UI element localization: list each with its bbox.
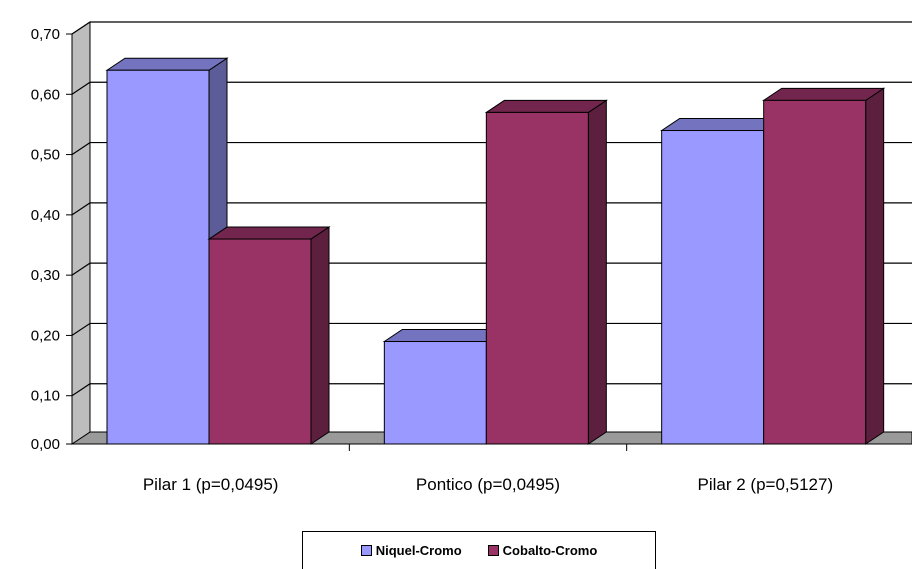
legend-swatch-niquel-cromo [360,545,372,556]
gridline [71,383,912,397]
bar-top [105,57,229,71]
bar-front [661,130,765,445]
bar-niquel-cromo-3 [660,117,784,445]
y-tick-label: 0,70 [31,26,60,43]
x-tick-label: Pilar 1 (p=0,0495) [143,475,279,494]
legend-label-cobalto-cromo: Cobalto-Cromo [502,543,598,558]
bar-chart: 0,00 0,10 0,20 0,30 0,40 0,50 0,60 0,70 Pilar 1… [31,21,912,494]
bars [105,57,886,445]
bar-front [208,238,312,445]
bar-cobalto-cromo-1 [207,226,331,445]
y-tick-label: 0,20 [31,327,60,344]
y-axis: 0,00 0,10 0,20 0,30 0,40 0,50 0,60 0,70 [31,26,73,453]
bar-front [383,341,487,445]
gridline [71,202,912,216]
x-axis: Pilar 1 (p=0,0495) Pontico (p=0,0495) Pila… [72,443,912,494]
legend-item-cobalto-cromo: Cobalto-Cromo [487,543,598,558]
bar-top [484,99,608,113]
gridline [71,81,912,95]
bar-cobalto-cromo-3 [762,87,886,445]
gridline [71,322,912,336]
bar-side [587,99,607,445]
bar-top [207,226,331,240]
bar-side [310,226,330,445]
bar-cobalto-cromo-2 [484,99,608,445]
y-tick-label: 0,30 [31,267,60,284]
chart-side-wall [71,21,91,445]
bar-side [865,87,885,445]
gridlines [71,21,912,397]
bar-front [106,69,210,445]
legend-item-niquel-cromo: Niquel-Cromo [360,543,462,558]
legend-label-niquel-cromo: Niquel-Cromo [375,543,462,558]
y-tick-label: 0,10 [31,388,60,405]
x-tick-label: Pilar 2 (p=0,5127) [698,475,834,494]
legend-swatch-cobalto-cromo [487,545,499,556]
gridline [71,141,912,156]
bar-top [762,87,886,101]
y-tick-label: 0,60 [31,86,60,103]
legend: Niquel-Cromo Cobalto-Cromo [302,531,656,569]
bar-front [763,99,867,445]
gridline [71,21,912,35]
y-tick-label: 0,40 [31,207,60,224]
gridline [71,262,912,276]
x-tick-label: Pontico (p=0,0495) [416,475,560,494]
y-tick-label: 0,00 [31,436,60,453]
bar-front [485,111,589,445]
y-tick-label: 0,50 [31,147,60,164]
